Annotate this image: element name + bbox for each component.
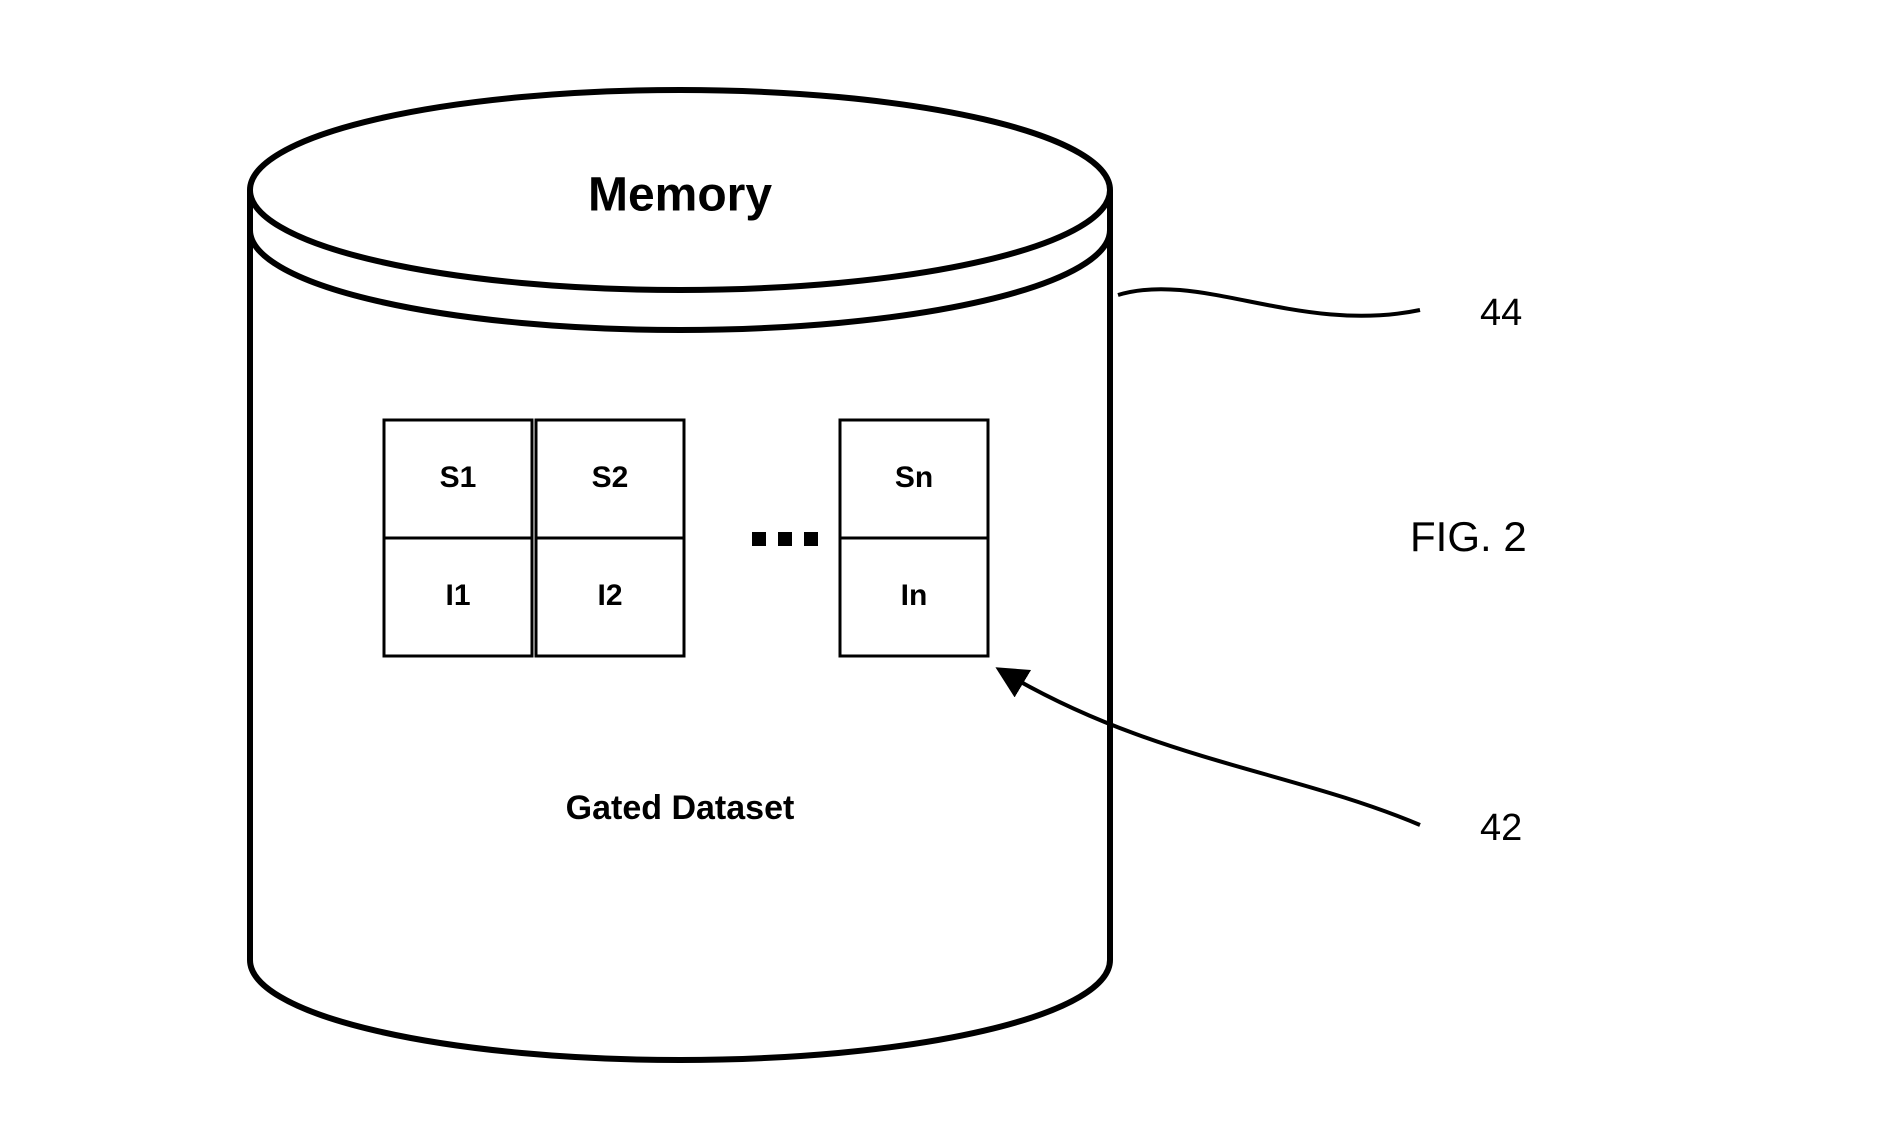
- ellipsis-dot: [752, 532, 766, 546]
- ellipsis-dot: [778, 532, 792, 546]
- dataset-cell-top-label-0: S1: [440, 461, 477, 494]
- dataset-cell-bottom-label-2: In: [901, 579, 928, 612]
- dataset-caption: Gated Dataset: [566, 789, 795, 827]
- dataset-cell-bottom-label-1: I2: [597, 579, 622, 612]
- dataset-cell-bottom-label-0: I1: [445, 579, 470, 612]
- ref-42: 42: [1480, 807, 1522, 849]
- ref-44: 44: [1480, 292, 1522, 334]
- ellipsis-dot: [804, 532, 818, 546]
- dataset-cell-top-label-1: S2: [592, 461, 629, 494]
- dataset-cell-top-label-2: Sn: [895, 461, 933, 494]
- figure-label: FIG. 2: [1410, 513, 1527, 560]
- cylinder-title: Memory: [588, 169, 772, 222]
- leader-44: [1118, 289, 1420, 316]
